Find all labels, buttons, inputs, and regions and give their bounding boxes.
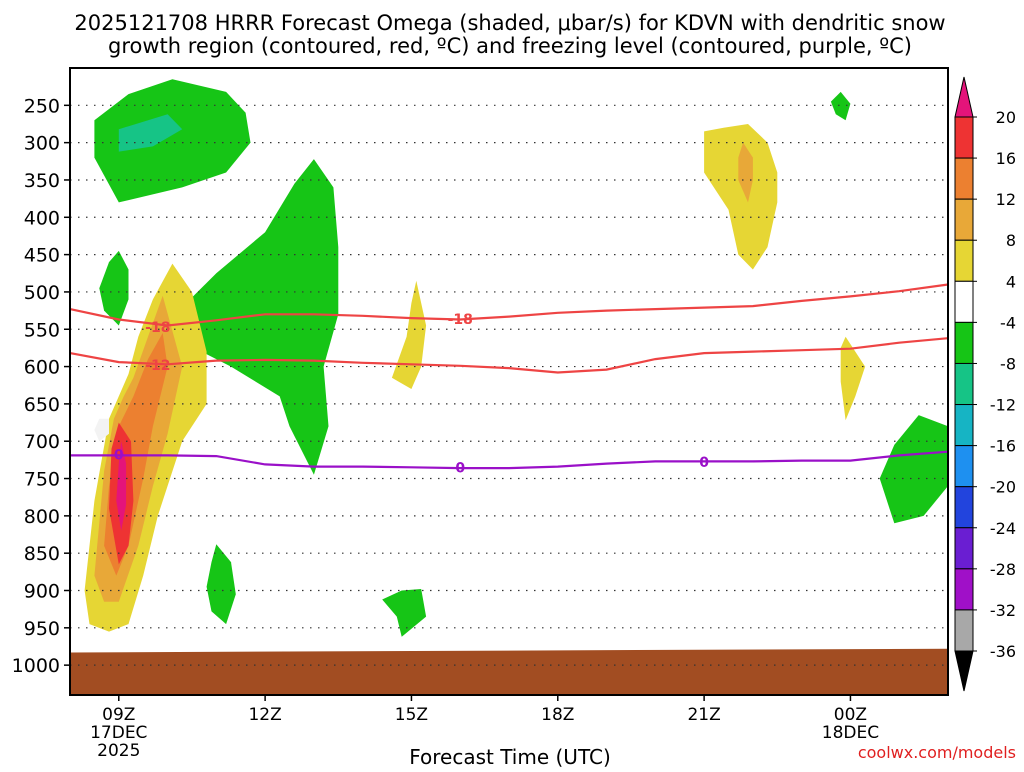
- plot-area: -18 -18 -12 0 0 0 250 300 350 400 450 500 550 600 650 7…: [12, 67, 949, 761]
- contour-label: -12: [145, 358, 170, 374]
- x-tick-label: 17DEC: [90, 723, 147, 743]
- colorbar-swatch: [954, 157, 974, 200]
- colorbar-swatch: [954, 362, 974, 406]
- colorbar-label: -8: [1000, 354, 1016, 373]
- y-tick-label: 400: [24, 207, 60, 229]
- chart-title-line-2: growth region (contoured, red, ºC) and f…: [108, 34, 912, 58]
- colorbar-label: -28: [990, 560, 1016, 579]
- contour-label: 0: [699, 455, 709, 471]
- colorbar-label: -36: [990, 642, 1016, 661]
- omega-region: [879, 415, 948, 524]
- y-tick-label: 550: [24, 319, 60, 341]
- y-tick-label: 850: [24, 543, 60, 565]
- x-tick-label: 09Z: [102, 705, 135, 725]
- omega-region: [206, 544, 236, 625]
- y-tick-label: 250: [24, 95, 60, 117]
- omega-region: [830, 91, 851, 121]
- credit-text: coolwx.com/models: [858, 743, 1016, 762]
- y-tick-label: 1000: [12, 655, 60, 677]
- x-tick-label: 15Z: [395, 705, 428, 725]
- colorbar-label: 16: [996, 149, 1016, 168]
- y-tick-label: 950: [24, 618, 60, 640]
- colorbar-label: -12: [990, 396, 1016, 415]
- colorbar-swatch: [954, 321, 974, 364]
- x-tick-label: 18Z: [541, 705, 574, 725]
- chart-title-line-1: 2025121708 HRRR Forecast Omega (shaded, …: [74, 11, 945, 35]
- omega-region: [94, 79, 251, 203]
- y-tick-label: 650: [24, 394, 60, 416]
- surface-terrain: [70, 648, 948, 695]
- colorbar-label: -4: [1000, 313, 1016, 332]
- colorbar-label: 20: [996, 108, 1016, 127]
- colorbar-swatch: [954, 239, 974, 282]
- contour-label: 0: [114, 448, 124, 464]
- colorbar-swatch: [954, 527, 974, 570]
- contour-label: 0: [455, 460, 465, 476]
- omega-region: [391, 280, 427, 389]
- y-tick-label: 750: [24, 469, 60, 491]
- colorbar-swatch: [954, 280, 974, 323]
- colorbar-swatch: [954, 76, 974, 118]
- omega-region: [116, 441, 127, 531]
- contour-line: [69, 337, 949, 374]
- omega-region: [99, 250, 129, 326]
- colorbar: 20 16 12 8 4 -4 -8 -12 -16 -20 -24 -28 -32 -36: [954, 76, 1016, 692]
- colorbar-label: 12: [996, 190, 1016, 209]
- y-tick-label: 600: [24, 357, 60, 379]
- colorbar-swatch: [954, 116, 974, 159]
- colorbar-swatch: [954, 198, 974, 241]
- omega-region: [167, 159, 339, 475]
- x-tick-label: 18DEC: [822, 723, 879, 743]
- colorbar-swatch: [954, 445, 974, 488]
- colorbar-label: -20: [990, 478, 1016, 497]
- colorbar-label: 4: [1006, 272, 1016, 291]
- plot-frame: [69, 67, 949, 696]
- contour-label: -18: [145, 320, 170, 336]
- colorbar-swatch: [954, 404, 974, 447]
- colorbar-swatch: [954, 650, 974, 692]
- y-tick-label: 500: [24, 282, 60, 304]
- y-tick-label: 900: [24, 581, 60, 603]
- contour-line: [70, 450, 949, 470]
- y-tick-label: 700: [24, 431, 60, 453]
- y-tick-label: 350: [24, 170, 60, 192]
- colorbar-swatch: [954, 486, 974, 529]
- colorbar-label: 8: [1006, 231, 1016, 250]
- omega-region: [840, 336, 866, 421]
- colorbar-label: -32: [990, 601, 1016, 620]
- colorbar-label: -24: [990, 519, 1016, 538]
- contour-line: [69, 283, 949, 327]
- omega-region: [738, 142, 753, 203]
- y-tick-label: 300: [24, 133, 60, 155]
- x-tick-label: 00Z: [834, 705, 867, 725]
- colorbar-swatch: [954, 568, 974, 611]
- x-tick-label: 21Z: [687, 705, 720, 725]
- x-tick-label: 2025: [97, 741, 140, 761]
- contour-label: -18: [448, 312, 473, 328]
- omega-region: [704, 124, 778, 270]
- x-axis-label: Forecast Time (UTC): [409, 745, 611, 768]
- colorbar-label: -16: [990, 437, 1016, 456]
- colorbar-swatch: [954, 609, 974, 652]
- omega-region: [382, 589, 427, 637]
- x-tick-label: 12Z: [248, 705, 281, 725]
- omega-region: [94, 418, 109, 442]
- y-tick-label: 800: [24, 506, 60, 528]
- y-tick-label: 450: [24, 245, 60, 267]
